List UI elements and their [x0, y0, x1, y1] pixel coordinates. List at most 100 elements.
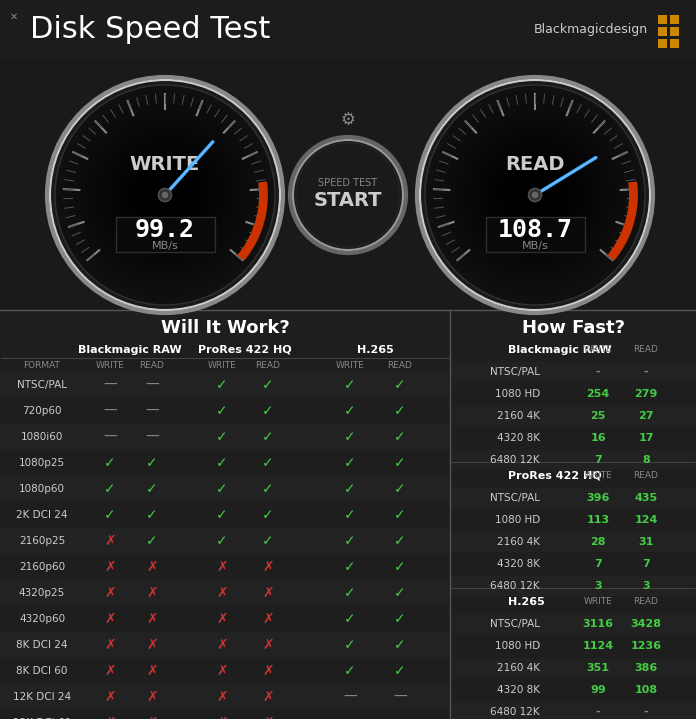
Text: ✓: ✓ [216, 482, 228, 496]
Text: ✗: ✗ [216, 612, 228, 626]
Text: 6480 12K: 6480 12K [491, 455, 540, 465]
Text: ✓: ✓ [345, 664, 356, 678]
Text: 2160p60: 2160p60 [19, 562, 65, 572]
Circle shape [532, 192, 538, 198]
Text: ✓: ✓ [394, 586, 406, 600]
Bar [451, 614, 695, 634]
Text: 2K DCI 24: 2K DCI 24 [16, 510, 68, 520]
Text: 4320 8K: 4320 8K [497, 685, 540, 695]
Text: 124: 124 [634, 515, 658, 525]
Text: ✓: ✓ [345, 404, 356, 418]
Text: ✓: ✓ [394, 482, 406, 496]
Text: ✓: ✓ [216, 508, 228, 522]
Bar [0, 0, 696, 60]
Text: MB/s: MB/s [521, 241, 548, 251]
Text: 3: 3 [642, 581, 650, 591]
Bar [670, 39, 679, 48]
Text: ✗: ✗ [262, 690, 274, 704]
Text: —: — [393, 690, 407, 704]
Text: Disk Speed Test: Disk Speed Test [30, 16, 270, 45]
Text: 1080i60: 1080i60 [21, 432, 63, 442]
Text: ✓: ✓ [216, 534, 228, 548]
Circle shape [425, 85, 645, 305]
Bar [451, 406, 695, 426]
Text: ✓: ✓ [262, 534, 274, 548]
Text: ✗: ✗ [216, 690, 228, 704]
Text: -: - [644, 707, 648, 717]
Text: ✓: ✓ [216, 456, 228, 470]
Text: WRITE: WRITE [207, 362, 237, 370]
Text: ✓: ✓ [216, 404, 228, 418]
Text: WRITE: WRITE [584, 346, 612, 354]
Bar [1, 528, 449, 554]
Text: Blackmagic RAW: Blackmagic RAW [508, 345, 612, 355]
Text: 12K DCI 60: 12K DCI 60 [13, 718, 71, 719]
Text: 2160 4K: 2160 4K [497, 663, 540, 673]
Text: H.265: H.265 [356, 345, 393, 355]
Text: -: - [644, 367, 648, 377]
Text: ✓: ✓ [146, 456, 158, 470]
Text: 396: 396 [586, 493, 610, 503]
Text: ✓: ✓ [262, 508, 274, 522]
Text: ✗: ✗ [146, 716, 158, 719]
Text: 7: 7 [594, 455, 602, 465]
Text: H.265: H.265 [508, 597, 545, 607]
Text: READ: READ [633, 346, 658, 354]
Text: 4320p25: 4320p25 [19, 588, 65, 598]
Text: ✗: ✗ [104, 534, 116, 548]
Text: —: — [103, 430, 117, 444]
Text: 8: 8 [642, 455, 650, 465]
Bar [451, 576, 695, 596]
Bar [658, 27, 667, 36]
Text: ✓: ✓ [146, 508, 158, 522]
Text: 254: 254 [586, 389, 610, 399]
Text: ✓: ✓ [262, 482, 274, 496]
Text: 3116: 3116 [583, 619, 613, 629]
Text: Blackmagic RAW: Blackmagic RAW [78, 345, 182, 355]
Bar [1, 580, 449, 606]
Text: ✓: ✓ [345, 482, 356, 496]
Text: 1080 HD: 1080 HD [495, 389, 540, 399]
Text: —: — [145, 404, 159, 418]
Text: ✓: ✓ [394, 560, 406, 574]
Text: READ: READ [255, 362, 280, 370]
Text: ✓: ✓ [394, 404, 406, 418]
Text: ✗: ✗ [216, 664, 228, 678]
Text: ✗: ✗ [262, 638, 274, 652]
Text: SPEED TEST: SPEED TEST [319, 178, 377, 188]
Text: ✓: ✓ [394, 430, 406, 444]
Text: ✗: ✗ [146, 690, 158, 704]
Text: ✗: ✗ [104, 690, 116, 704]
Text: ✗: ✗ [146, 560, 158, 574]
Text: ✗: ✗ [216, 560, 228, 574]
Bar [451, 362, 695, 382]
Circle shape [296, 143, 400, 247]
Text: READ: READ [633, 472, 658, 480]
Text: 1124: 1124 [583, 641, 614, 651]
Text: ✓: ✓ [146, 482, 158, 496]
Text: WRITE: WRITE [335, 362, 365, 370]
Bar [451, 488, 695, 508]
Text: 8K DCI 60: 8K DCI 60 [16, 666, 68, 676]
Bar [658, 39, 667, 48]
Bar [1, 476, 449, 502]
Text: ✓: ✓ [394, 534, 406, 548]
Text: ✓: ✓ [394, 456, 406, 470]
Text: 8K DCI 24: 8K DCI 24 [16, 640, 68, 650]
Bar [486, 217, 585, 252]
Text: ✗: ✗ [262, 586, 274, 600]
Bar [1, 424, 449, 450]
Text: ✓: ✓ [104, 456, 116, 470]
Text: ✓: ✓ [262, 456, 274, 470]
Bar [670, 15, 679, 24]
Text: ✓: ✓ [394, 378, 406, 392]
Text: MB/s: MB/s [152, 241, 178, 251]
Text: —: — [103, 378, 117, 392]
Text: 279: 279 [634, 389, 658, 399]
Text: READ: READ [388, 362, 413, 370]
Text: ✓: ✓ [345, 560, 356, 574]
Text: ✗: ✗ [146, 664, 158, 678]
Text: WRITE: WRITE [584, 597, 612, 607]
Text: 1080p25: 1080p25 [19, 458, 65, 468]
Text: ✓: ✓ [345, 430, 356, 444]
